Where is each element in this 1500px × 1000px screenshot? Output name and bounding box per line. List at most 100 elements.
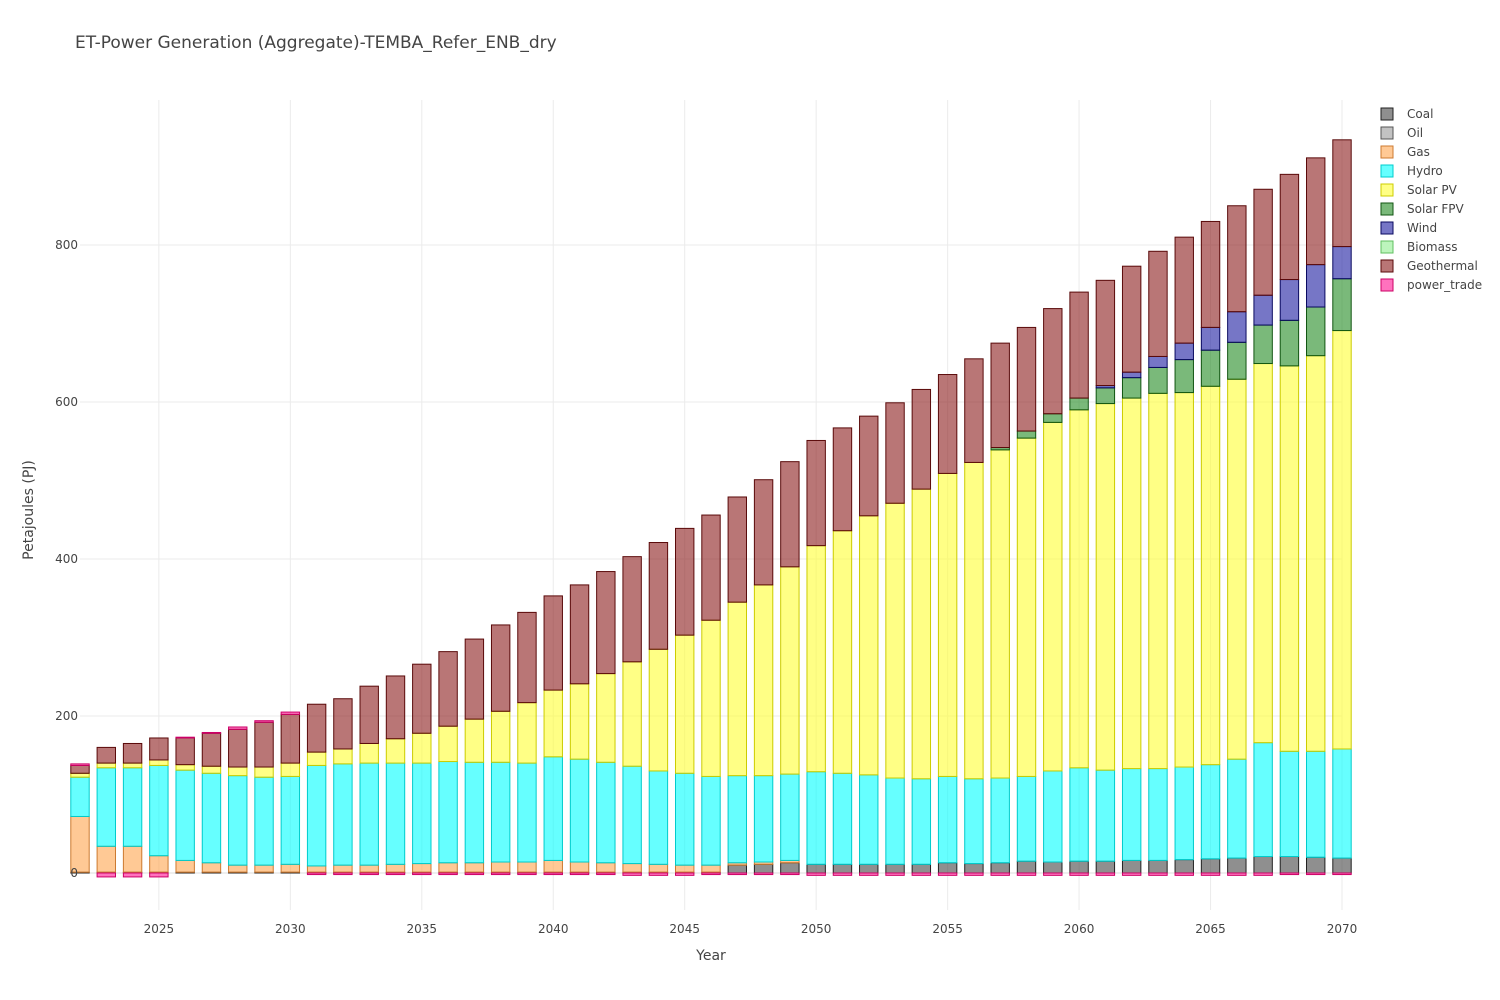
- bar-coal-2060[interactable]: [1069, 860, 1089, 874]
- bar-solar-pv-2052[interactable]: [859, 515, 879, 776]
- bar-solar-pv-2039[interactable]: [517, 702, 537, 764]
- bar-power-trade-2057[interactable]: [990, 872, 1010, 876]
- bar-geothermal-2061[interactable]: [1095, 279, 1116, 387]
- bar-gas-2044[interactable]: [648, 863, 669, 873]
- bar-geothermal-2058[interactable]: [1016, 326, 1037, 432]
- bar-coal-2048[interactable]: [753, 863, 774, 874]
- bar-solar-fpv-2067[interactable]: [1253, 324, 1273, 365]
- bar-power-trade-2044[interactable]: [648, 872, 669, 876]
- legend-swatch-biomass[interactable]: [1380, 240, 1394, 254]
- bar-solar-pv-2025[interactable]: [149, 759, 169, 766]
- legend-label-solar-fpv[interactable]: Solar FPV: [1407, 202, 1465, 216]
- bar-coal-2068[interactable]: [1279, 856, 1300, 874]
- bar-solar-pv-2069[interactable]: [1306, 355, 1326, 752]
- bar-power-trade-2039[interactable]: [517, 872, 537, 876]
- bar-hydro-2028[interactable]: [228, 775, 248, 866]
- bar-hydro-2035[interactable]: [412, 762, 432, 865]
- bar-gas-2024[interactable]: [122, 845, 143, 873]
- bar-solar-pv-2027[interactable]: [201, 765, 222, 774]
- bar-power-trade-2059[interactable]: [1043, 872, 1063, 876]
- bar-solar-pv-2066[interactable]: [1227, 378, 1247, 760]
- bar-hydro-2064[interactable]: [1174, 766, 1194, 861]
- bar-geothermal-2029[interactable]: [254, 721, 274, 768]
- bar-hydro-2038[interactable]: [490, 761, 511, 863]
- legend-swatch-solar-pv[interactable]: [1380, 183, 1394, 197]
- bar-hydro-2060[interactable]: [1069, 767, 1089, 862]
- bar-gas-2028[interactable]: [228, 864, 248, 873]
- bar-coal-2047[interactable]: [727, 864, 747, 874]
- bar-hydro-2039[interactable]: [517, 762, 537, 863]
- bar-power-trade-2031[interactable]: [306, 872, 327, 876]
- bar-hydro-2068[interactable]: [1279, 750, 1300, 858]
- bar-hydro-2024[interactable]: [122, 767, 143, 847]
- legend-swatch-power-trade[interactable]: [1380, 278, 1394, 292]
- bar-geothermal-2044[interactable]: [648, 542, 669, 650]
- bar-power-trade-2036[interactable]: [438, 872, 458, 876]
- bar-geothermal-2043[interactable]: [622, 556, 642, 663]
- bar-solar-fpv-2060[interactable]: [1069, 397, 1089, 411]
- bar-geothermal-2042[interactable]: [596, 571, 616, 675]
- bar-gas-2027[interactable]: [201, 862, 222, 873]
- bar-power-trade-2054[interactable]: [911, 872, 932, 876]
- bar-coal-2067[interactable]: [1253, 856, 1273, 874]
- bar-wind-2062[interactable]: [1121, 371, 1142, 379]
- bar-solar-fpv-2065[interactable]: [1200, 349, 1221, 387]
- bar-gas-2046[interactable]: [701, 864, 721, 873]
- bar-power-trade-2035[interactable]: [412, 872, 432, 876]
- bar-solar-pv-2034[interactable]: [385, 738, 406, 764]
- bar-geothermal-2032[interactable]: [333, 698, 353, 750]
- bar-wind-2064[interactable]: [1174, 342, 1194, 361]
- legend-label-geothermal[interactable]: Geothermal: [1407, 259, 1478, 273]
- bar-coal-2058[interactable]: [1016, 860, 1037, 874]
- bar-power-trade-2030[interactable]: [280, 711, 301, 715]
- bar-gas-2032[interactable]: [333, 864, 353, 873]
- bar-solar-pv-2026[interactable]: [175, 764, 195, 771]
- legend-label-hydro[interactable]: Hydro: [1407, 164, 1443, 178]
- bar-hydro-2032[interactable]: [333, 763, 353, 866]
- bar-solar-pv-2029[interactable]: [254, 766, 274, 778]
- bar-solar-pv-2051[interactable]: [832, 530, 853, 774]
- bar-hydro-2056[interactable]: [964, 778, 984, 865]
- bar-solar-fpv-2058[interactable]: [1016, 430, 1037, 439]
- bar-solar-pv-2044[interactable]: [648, 648, 669, 772]
- bar-geothermal-2046[interactable]: [701, 514, 721, 621]
- bar-coal-2057[interactable]: [990, 862, 1010, 874]
- bar-gas-2029[interactable]: [254, 864, 274, 873]
- bar-hydro-2033[interactable]: [359, 762, 379, 866]
- bar-geothermal-2030[interactable]: [280, 713, 301, 764]
- bar-solar-pv-2049[interactable]: [780, 566, 800, 775]
- bar-coal-2052[interactable]: [859, 863, 879, 874]
- bar-geothermal-2051[interactable]: [832, 427, 853, 532]
- bar-geothermal-2050[interactable]: [806, 439, 826, 547]
- bar-coal-2054[interactable]: [911, 863, 932, 874]
- bar-solar-pv-2065[interactable]: [1200, 385, 1221, 766]
- bar-power-trade-2060[interactable]: [1069, 872, 1089, 876]
- bar-gas-2038[interactable]: [490, 861, 511, 873]
- bar-geothermal-2040[interactable]: [543, 595, 563, 691]
- bar-power-trade-2022[interactable]: [70, 763, 90, 766]
- bar-hydro-2022[interactable]: [70, 776, 90, 817]
- bar-solar-pv-2042[interactable]: [596, 673, 616, 763]
- bar-hydro-2047[interactable]: [727, 775, 747, 864]
- bar-geothermal-2052[interactable]: [859, 415, 879, 517]
- bar-gas-2022[interactable]: [70, 815, 90, 873]
- bar-power-trade-2032[interactable]: [333, 872, 353, 876]
- bar-hydro-2051[interactable]: [832, 772, 853, 865]
- bar-power-trade-2056[interactable]: [964, 872, 984, 876]
- bar-geothermal-2067[interactable]: [1253, 188, 1273, 296]
- bar-solar-pv-2028[interactable]: [228, 766, 248, 777]
- bar-solar-fpv-2063[interactable]: [1148, 366, 1168, 394]
- bar-hydro-2025[interactable]: [149, 764, 169, 857]
- bar-solar-pv-2037[interactable]: [464, 718, 485, 763]
- bar-hydro-2070[interactable]: [1332, 748, 1352, 859]
- bar-geothermal-2027[interactable]: [201, 732, 222, 767]
- bar-coal-2059[interactable]: [1043, 861, 1063, 874]
- bar-solar-fpv-2061[interactable]: [1095, 387, 1116, 405]
- bar-geothermal-2057[interactable]: [990, 342, 1010, 449]
- bar-coal-2056[interactable]: [964, 863, 984, 874]
- legend-swatch-solar-fpv[interactable]: [1380, 202, 1394, 216]
- bar-solar-pv-2054[interactable]: [911, 488, 932, 780]
- bar-solar-pv-2040[interactable]: [543, 689, 563, 758]
- bar-gas-2037[interactable]: [464, 862, 485, 873]
- bar-hydro-2058[interactable]: [1016, 775, 1037, 862]
